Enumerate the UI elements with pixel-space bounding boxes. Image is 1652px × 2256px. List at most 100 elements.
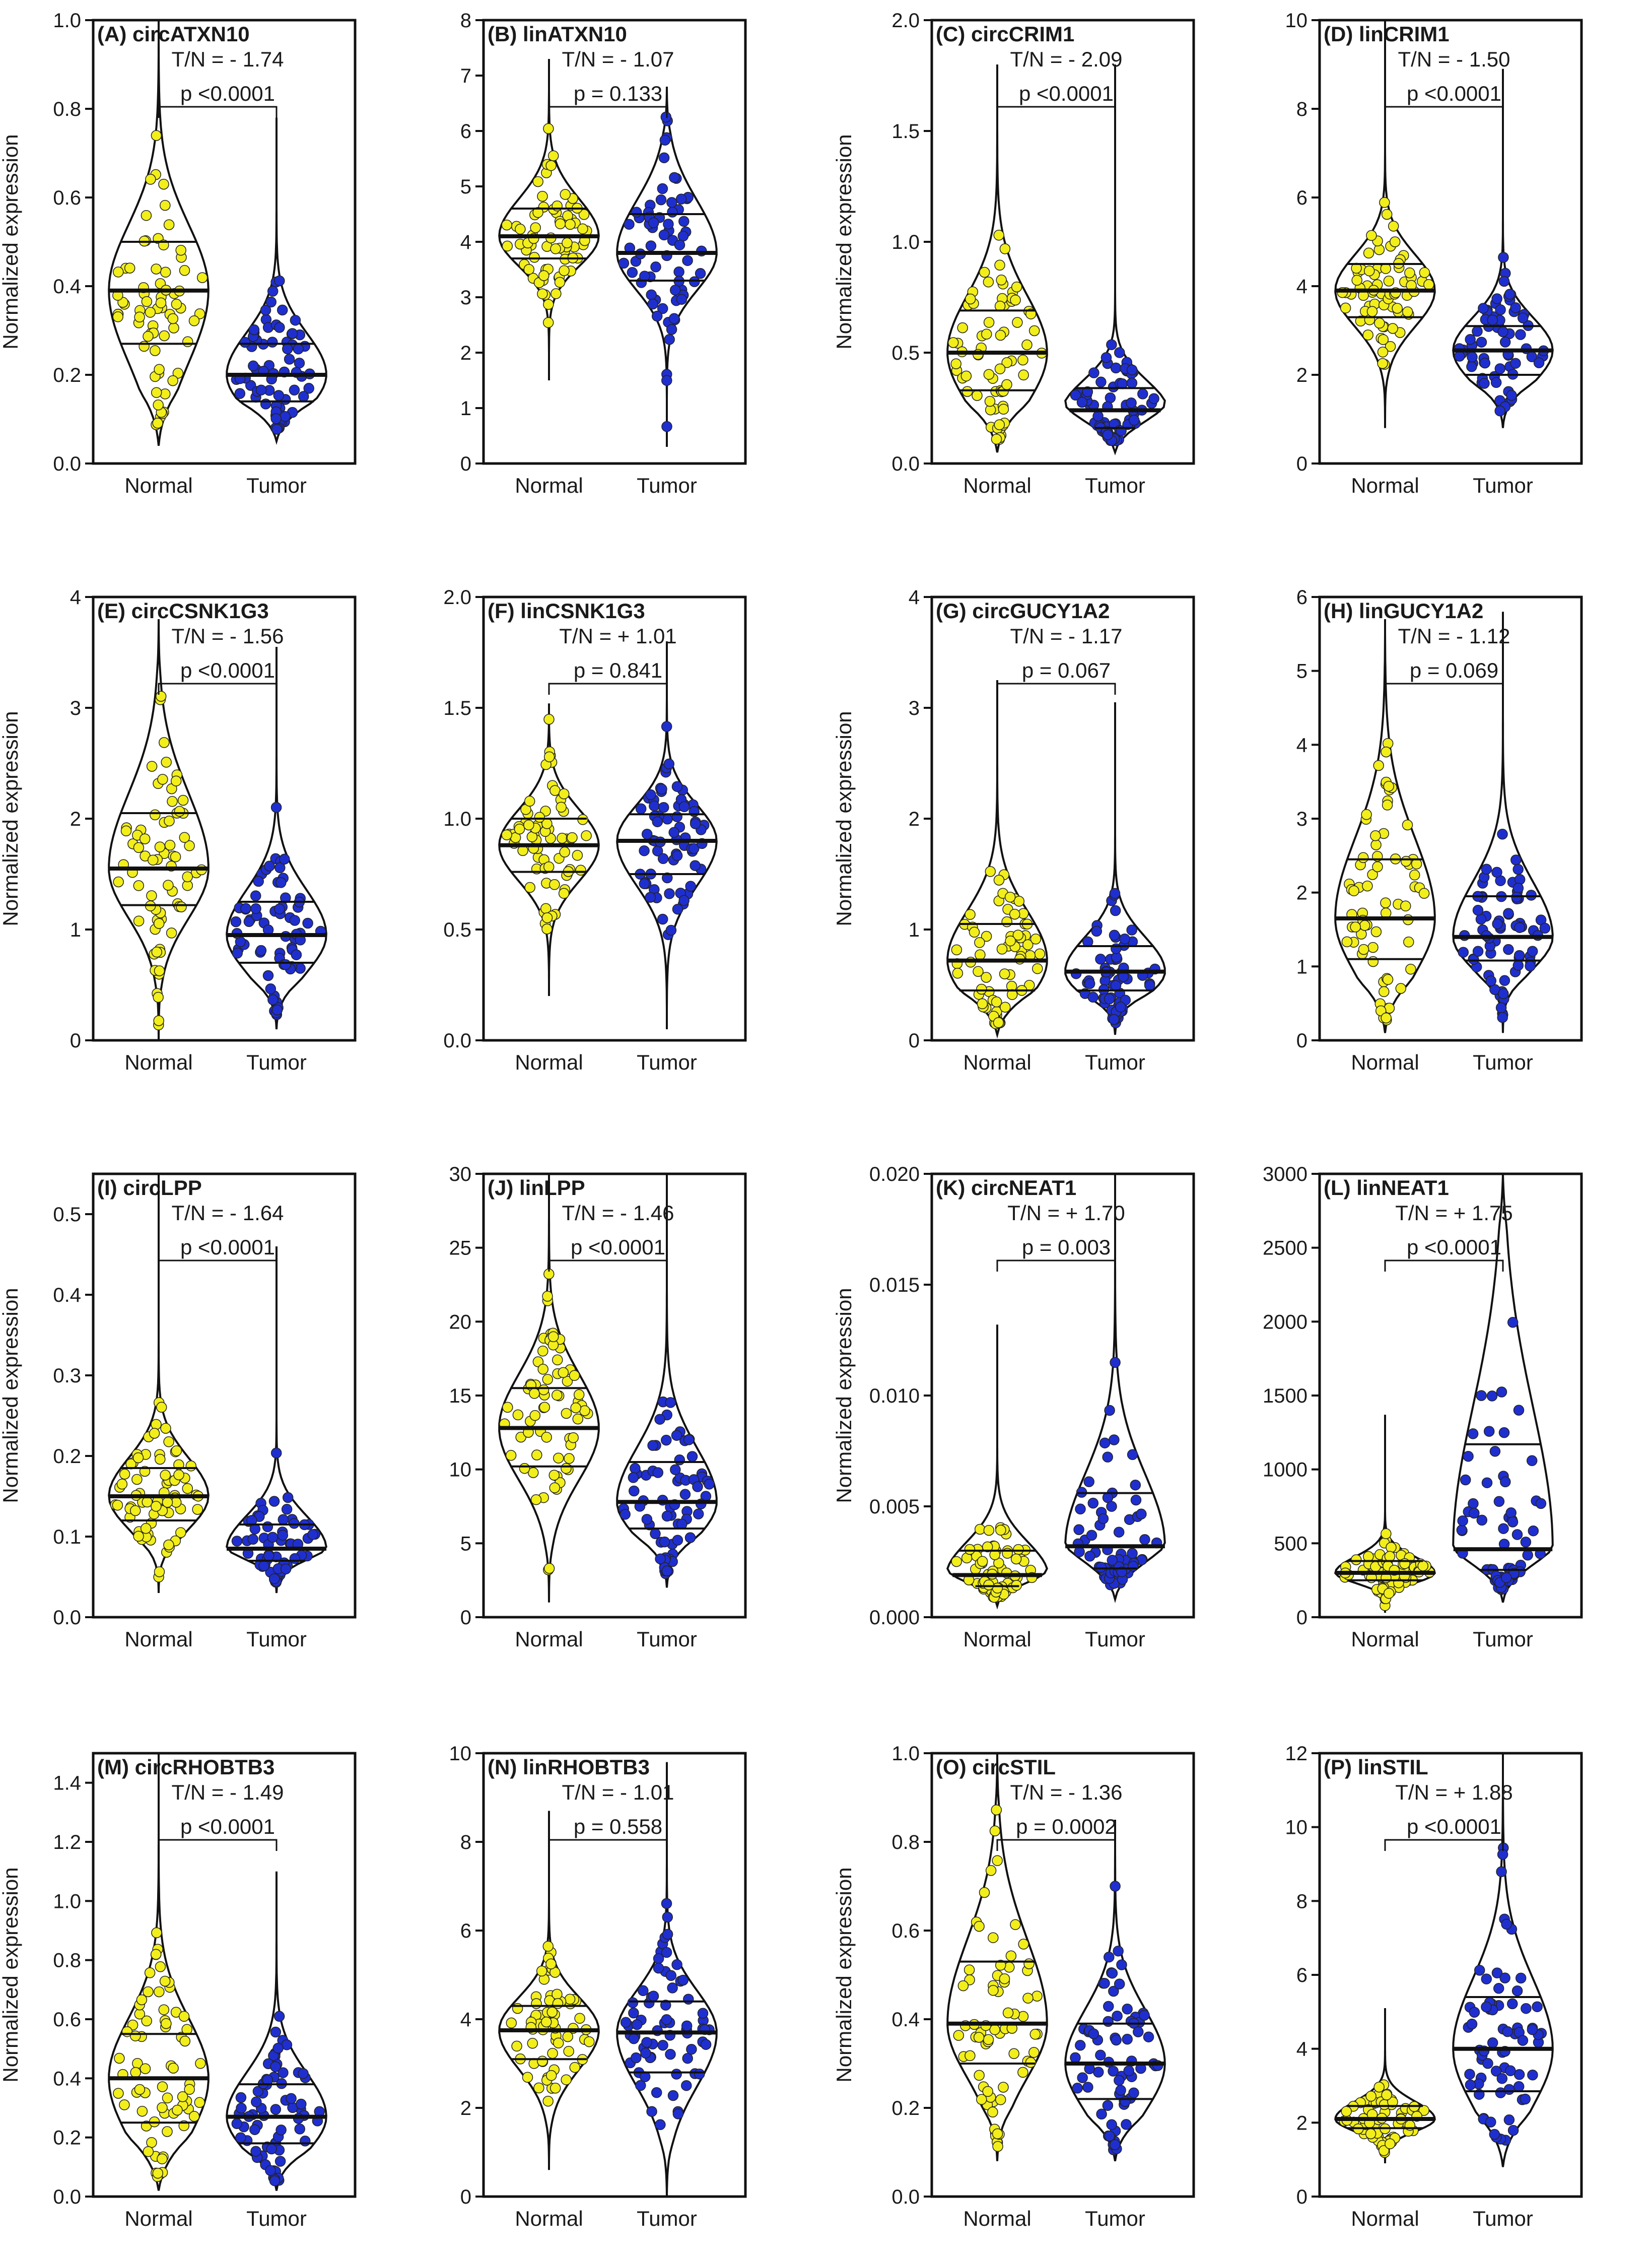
data-point [143,2146,154,2157]
data-point [1104,1951,1115,1963]
chart-panel-0: (A) circATXN10 0.0 0.2 0.4 0.6 0.8 1.0 Normaliz… [0,10,357,497]
data-point [547,1331,559,1343]
data-point [976,983,987,995]
data-point [167,796,178,807]
data-point [1130,1494,1142,1506]
data-point [1485,2116,1496,2128]
data-point [1366,306,1378,317]
data-point [167,313,179,324]
data-point [1351,275,1362,286]
data-point [661,1898,672,1909]
data-point [1378,2145,1390,2156]
chart-panel-7: (H) linGUCY1A2 0 1 2 3 4 5 6 Normal Tumor T/N = - … [1296,586,1583,1074]
p-value-text: p <0.0001 [180,658,275,682]
data-point [1099,1977,1110,1989]
data-point [543,861,555,873]
data-point [993,1017,1004,1028]
data-point [150,809,161,821]
y-tick-label: 2 [460,2097,471,2119]
data-point [1499,975,1510,986]
data-point [552,1988,563,2000]
data-point [1525,960,1536,972]
data-point [523,263,535,275]
violin-normal [108,20,210,446]
data-point [258,1560,269,1571]
data-point [658,802,669,813]
data-point [1381,209,1393,220]
data-point [1507,1516,1519,1528]
data-point [1496,2073,1508,2084]
data-point [663,758,675,770]
y-axis-label: Normalized expression [832,711,856,926]
data-point [298,2068,309,2079]
data-point [527,1467,539,1478]
y-tick-label: 0.0 [53,2186,81,2208]
data-point [1029,2029,1041,2040]
data-point [651,310,663,322]
data-point [1126,364,1138,376]
data-point [1110,1357,1121,1368]
data-point [151,263,162,275]
data-point [1022,1993,1034,2004]
data-point [991,433,1002,445]
data-point [1498,252,1509,263]
y-tick-label: 0.8 [891,1831,920,1853]
data-point [1013,1544,1024,1555]
data-point [1513,2081,1525,2092]
data-point [969,926,980,938]
data-point [957,1980,969,1992]
p-value-text: p = 0.841 [574,658,662,682]
data-point [1011,281,1022,293]
data-point [284,354,295,365]
data-point [265,2165,276,2176]
data-point [628,2007,639,2019]
data-point [1496,1866,1507,1877]
data-point [1510,358,1521,369]
data-point [667,207,678,218]
y-tick-label: 0.0 [53,1607,81,1629]
y-tick-label: 3 [1296,808,1307,830]
significance-bracket [158,106,278,118]
y-tick-label: 0.4 [53,276,81,298]
data-point [529,1410,541,1421]
data-point [1012,317,1023,328]
data-point [1031,1990,1043,2002]
data-point [1362,880,1373,892]
data-point [1001,379,1012,390]
panel-title: (I) circLPP [97,1176,202,1200]
data-point [983,317,995,328]
panel-title: (F) linCSNK1G3 [488,599,645,623]
y-tick-label: 25 [449,1237,472,1259]
data-point [265,296,277,308]
data-point [972,390,983,401]
data-point [1106,1501,1117,1512]
data-point [553,2037,564,2048]
data-point [1476,1514,1488,1526]
y-tick-label: 0 [460,2186,471,2208]
data-point [1487,2037,1498,2048]
data-point [1137,388,1148,400]
data-point [1491,1967,1503,1978]
data-point [1387,323,1398,334]
data-point [991,997,1002,1008]
data-point [1108,1014,1120,1025]
data-point [1466,2018,1478,2030]
data-point [1018,1939,1029,1950]
y-tick-label: 1.0 [53,10,81,32]
violin-normal [498,1811,600,2170]
panel-title: (B) linATXN10 [488,22,627,46]
x-category-label: Tumor [637,2207,697,2230]
data-point [977,998,988,1010]
data-point [561,1408,572,1419]
data-point [515,224,526,235]
y-tick-label: 2 [1296,882,1307,904]
data-point [1403,937,1414,948]
data-point [635,2080,646,2091]
data-point [274,2156,286,2167]
significance-bracket [996,1259,1116,1272]
data-point [1392,303,1403,314]
data-point [182,871,193,883]
data-point [987,2106,998,2118]
data-point [179,265,190,276]
data-point [1402,306,1413,317]
